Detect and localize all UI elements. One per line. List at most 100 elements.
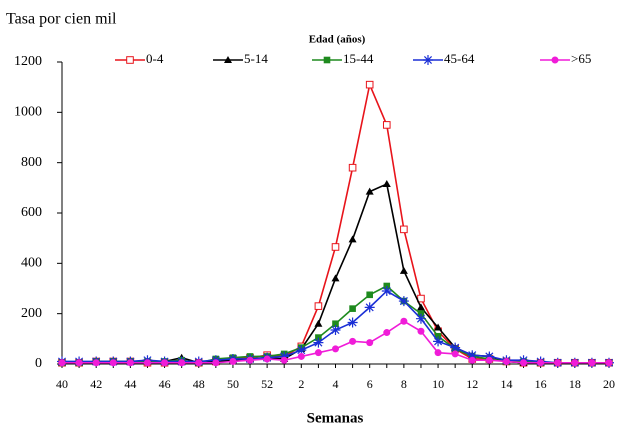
legend-label: 0-4 <box>146 51 164 66</box>
marker <box>75 359 83 367</box>
marker <box>58 359 66 367</box>
marker <box>434 349 442 357</box>
marker <box>383 329 391 337</box>
marker <box>349 305 356 312</box>
marker <box>296 345 307 356</box>
x-tick-label: 4 <box>333 377 339 391</box>
x-tick-label: 48 <box>193 377 205 391</box>
marker <box>434 333 442 340</box>
marker <box>537 359 545 367</box>
marker <box>297 352 305 360</box>
marker <box>571 359 579 367</box>
marker <box>551 56 559 64</box>
marker <box>423 55 433 65</box>
marker <box>468 356 476 364</box>
x-tick-label: 50 <box>227 377 239 391</box>
x-tick-label: 18 <box>569 377 581 391</box>
marker <box>314 319 323 327</box>
marker <box>415 313 426 324</box>
x-tick-label: 46 <box>159 377 171 391</box>
legend-title: Edad (años) <box>309 34 366 46</box>
marker <box>365 187 374 195</box>
marker <box>554 359 562 367</box>
legend-label: 5-14 <box>244 51 268 66</box>
x-tick-label: 20 <box>603 377 615 391</box>
x-tick-label: 42 <box>90 377 102 391</box>
marker <box>348 163 357 172</box>
marker <box>381 286 392 297</box>
series-line <box>62 182 609 364</box>
marker <box>433 336 444 347</box>
marker <box>161 359 169 367</box>
x-tick-label: 52 <box>261 377 273 391</box>
marker <box>400 225 408 234</box>
marker <box>467 350 478 361</box>
marker <box>331 243 340 251</box>
marker <box>332 345 339 353</box>
marker <box>485 356 493 364</box>
marker <box>382 180 391 188</box>
marker <box>399 266 408 274</box>
marker <box>347 317 358 328</box>
marker <box>450 342 461 353</box>
legend-label: 15-44 <box>343 51 374 66</box>
marker <box>263 355 271 363</box>
y-tick-label: 400 <box>21 256 42 271</box>
y-tick-label: 200 <box>21 306 42 321</box>
marker <box>349 337 357 345</box>
x-tick-label: 12 <box>466 377 478 391</box>
marker <box>279 351 290 362</box>
marker <box>416 303 425 311</box>
marker <box>484 351 495 362</box>
marker <box>365 80 374 89</box>
marker <box>383 282 391 290</box>
marker <box>280 356 288 364</box>
marker <box>417 327 425 335</box>
marker <box>314 349 322 357</box>
marker <box>366 339 374 347</box>
marker <box>520 359 528 367</box>
marker <box>400 317 408 325</box>
marker <box>246 356 254 364</box>
marker <box>398 296 409 307</box>
y-axis-label: Tasa por cien mil <box>6 11 117 28</box>
marker <box>434 323 443 331</box>
y-tick-label: 600 <box>21 205 42 220</box>
marker <box>314 302 323 310</box>
x-axis-label: Semanas <box>307 410 364 426</box>
marker <box>605 359 613 367</box>
marker <box>109 359 117 367</box>
marker <box>332 320 339 328</box>
marker <box>126 359 134 367</box>
marker <box>330 325 341 336</box>
marker <box>315 334 322 341</box>
marker <box>331 274 340 282</box>
marker <box>502 357 510 365</box>
legend-label: >65 <box>571 51 591 66</box>
x-tick-label: 16 <box>535 377 547 391</box>
marker <box>143 359 151 367</box>
y-tick-label: 0 <box>35 356 42 371</box>
marker <box>323 56 331 64</box>
marker <box>382 121 391 129</box>
marker <box>588 359 596 367</box>
marker <box>313 337 324 348</box>
legend-label: 45-64 <box>444 51 475 66</box>
x-tick-label: 40 <box>56 377 68 391</box>
marker <box>224 56 232 63</box>
marker <box>126 56 134 64</box>
marker <box>348 235 357 243</box>
marker <box>212 359 220 367</box>
marker <box>195 359 203 367</box>
marker <box>178 359 186 367</box>
marker <box>366 291 373 299</box>
marker <box>417 310 425 317</box>
x-tick-label: 6 <box>367 377 373 391</box>
x-tick-label: 44 <box>124 377 136 391</box>
marker <box>92 359 100 367</box>
x-tick-label: 2 <box>298 377 304 391</box>
marker <box>451 350 459 358</box>
x-tick-label: 10 <box>432 377 444 391</box>
